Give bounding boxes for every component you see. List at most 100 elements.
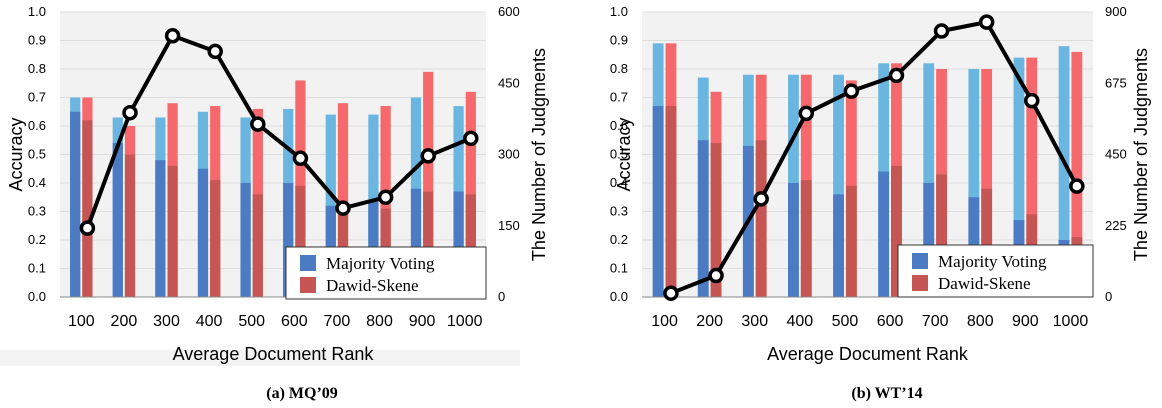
judgments-point — [292, 150, 309, 167]
bar-dawid-skene — [1071, 51, 1083, 298]
judgments-point — [1024, 92, 1040, 109]
judgments-point — [663, 285, 679, 301]
bar-dawid-skene — [981, 69, 993, 297]
judgments-point — [463, 130, 479, 147]
bar-majority-voting — [833, 74, 844, 297]
bar-majority-voting-inner — [652, 106, 664, 297]
y-tick-label: 0.6 — [28, 118, 46, 133]
judgments-point — [79, 220, 96, 236]
y-tick-label: 0.2 — [28, 232, 46, 247]
x-tick-label: 800 — [366, 313, 393, 330]
bar-dawid-skene — [423, 71, 434, 297]
x-tick-label: 200 — [696, 313, 723, 330]
y-tick-label: 1.0 — [28, 4, 46, 19]
y-tick-label: 0.1 — [610, 261, 628, 276]
y-tick-label: 0.7 — [28, 90, 46, 105]
y-tick-label: 0.1 — [28, 261, 46, 276]
bar-dawid-skene-inner — [800, 180, 812, 297]
y-tick-label: 0.4 — [610, 175, 628, 190]
x-tick-label: 300 — [741, 313, 768, 330]
legend-swatch-dawid-skene — [912, 275, 928, 291]
y-axis-label: Accuracy — [614, 117, 634, 191]
legend-label-majority-voting: Majority Voting — [938, 252, 1047, 271]
bar-majority-voting-inner — [283, 183, 294, 297]
bar-dawid-skene-inner — [845, 185, 857, 297]
caption-a: (a) MQ’09 — [266, 385, 338, 402]
x-tick-label: 400 — [786, 313, 813, 330]
y-tick-label: 0.7 — [610, 90, 628, 105]
y2-tick-label: 225 — [1105, 218, 1127, 233]
chart-panel-a: (a) MQ’09 0.0 0.1 0.2 0.3 0.4 0.5 0.6 0.7 0.8 0.9… — [0, 4, 549, 402]
judgments-point — [978, 14, 995, 30]
bar-majority-voting-inner — [240, 183, 251, 297]
bar-majority-voting-inner — [155, 160, 166, 297]
x-tick-label: 1000 — [1053, 313, 1089, 330]
judgments-point — [1069, 178, 1085, 194]
bar-dawid-skene-inner — [124, 154, 136, 297]
y-tick-label: 0.3 — [610, 204, 628, 219]
bar-dawid-skene-inner — [755, 140, 767, 297]
bar-dawid-skene-inner — [891, 165, 902, 297]
bar-majority-voting-inner — [197, 168, 209, 297]
x-tick-label: 400 — [196, 313, 223, 330]
caption-b: (b) WT’14 — [851, 385, 922, 402]
y2-axis-label: The Number of Judgments — [1131, 48, 1151, 261]
x-tick-label: 900 — [409, 313, 436, 330]
y-tick-label: 0.9 — [28, 33, 46, 48]
bar-dawid-skene-inner — [710, 143, 722, 297]
bar-dawid-skene-inner — [936, 174, 947, 297]
judgments-point — [708, 267, 724, 284]
judgments-point — [933, 23, 950, 39]
bar-majority-voting-inner — [833, 194, 844, 297]
bar-dawid-skene — [337, 103, 349, 297]
bar-dawid-skene-inner — [167, 165, 178, 297]
judgments-point — [420, 148, 436, 164]
x-tick-label: 800 — [967, 313, 994, 330]
bar-majority-voting-inner — [697, 140, 709, 297]
y2-axis-label: The Number of Judgments — [529, 48, 549, 261]
judgments-point — [250, 116, 266, 132]
y2-tick-label: 300 — [498, 147, 520, 162]
x-tick-label: 600 — [281, 313, 308, 330]
y-axis-label: Accuracy — [6, 117, 26, 191]
y-tick-label: 0.4 — [28, 175, 46, 190]
legend-swatch-majority-voting — [912, 253, 928, 269]
judgments-line — [85, 33, 472, 229]
y2-tick-label: 0 — [498, 289, 505, 304]
judgments-point — [798, 105, 815, 122]
legend-label-dawid-skene: Dawid-Skene — [326, 276, 419, 295]
bar-majority-voting-inner — [788, 183, 799, 297]
legend-swatch-majority-voting — [300, 255, 316, 271]
bar-majority-voting — [1013, 57, 1025, 297]
x-tick-label: 500 — [832, 313, 859, 330]
judgments-point — [888, 67, 905, 84]
judgments-point — [843, 83, 860, 99]
bar-majority-voting — [325, 114, 336, 297]
y-tick-label: 0.9 — [610, 33, 628, 48]
y-tick-label: 0.0 — [610, 289, 628, 304]
judgments-point — [377, 189, 394, 205]
y-tick-label: 0.6 — [610, 118, 628, 133]
bar-dawid-skene-inner — [210, 180, 221, 297]
bar-majority-voting-inner — [453, 191, 464, 297]
legend-swatch-dawid-skene — [300, 277, 316, 293]
chart-panel-b: (b) WT’14 0.0 0.1 0.2 0.3 0.4 0.5 0.6 0.7 0.8 0.9… — [610, 4, 1151, 402]
x-tick-label: 200 — [111, 313, 138, 330]
bar-dawid-skene — [1026, 57, 1038, 297]
bar-majority-voting — [968, 69, 980, 297]
legend-box — [897, 244, 1094, 298]
bar-majority-voting-inner — [70, 111, 81, 297]
judgments-point — [164, 28, 181, 44]
x-tick-label: 500 — [238, 313, 265, 330]
y-tick-label: 1.0 — [610, 4, 628, 19]
y2-tick-label: 150 — [498, 218, 520, 233]
bar-dawid-skene-inner — [82, 120, 93, 297]
y-tick-label: 0.8 — [610, 61, 628, 76]
y2-tick-label: 450 — [498, 75, 520, 90]
bar-majority-voting-inner — [878, 171, 890, 297]
x-tick-label: 900 — [1012, 313, 1039, 330]
y-tick-label: 0.8 — [28, 61, 46, 76]
bar-dawid-skene-inner — [465, 194, 476, 297]
y2-tick-label: 600 — [498, 4, 520, 19]
bar-dawid-skene-inner — [665, 106, 677, 297]
